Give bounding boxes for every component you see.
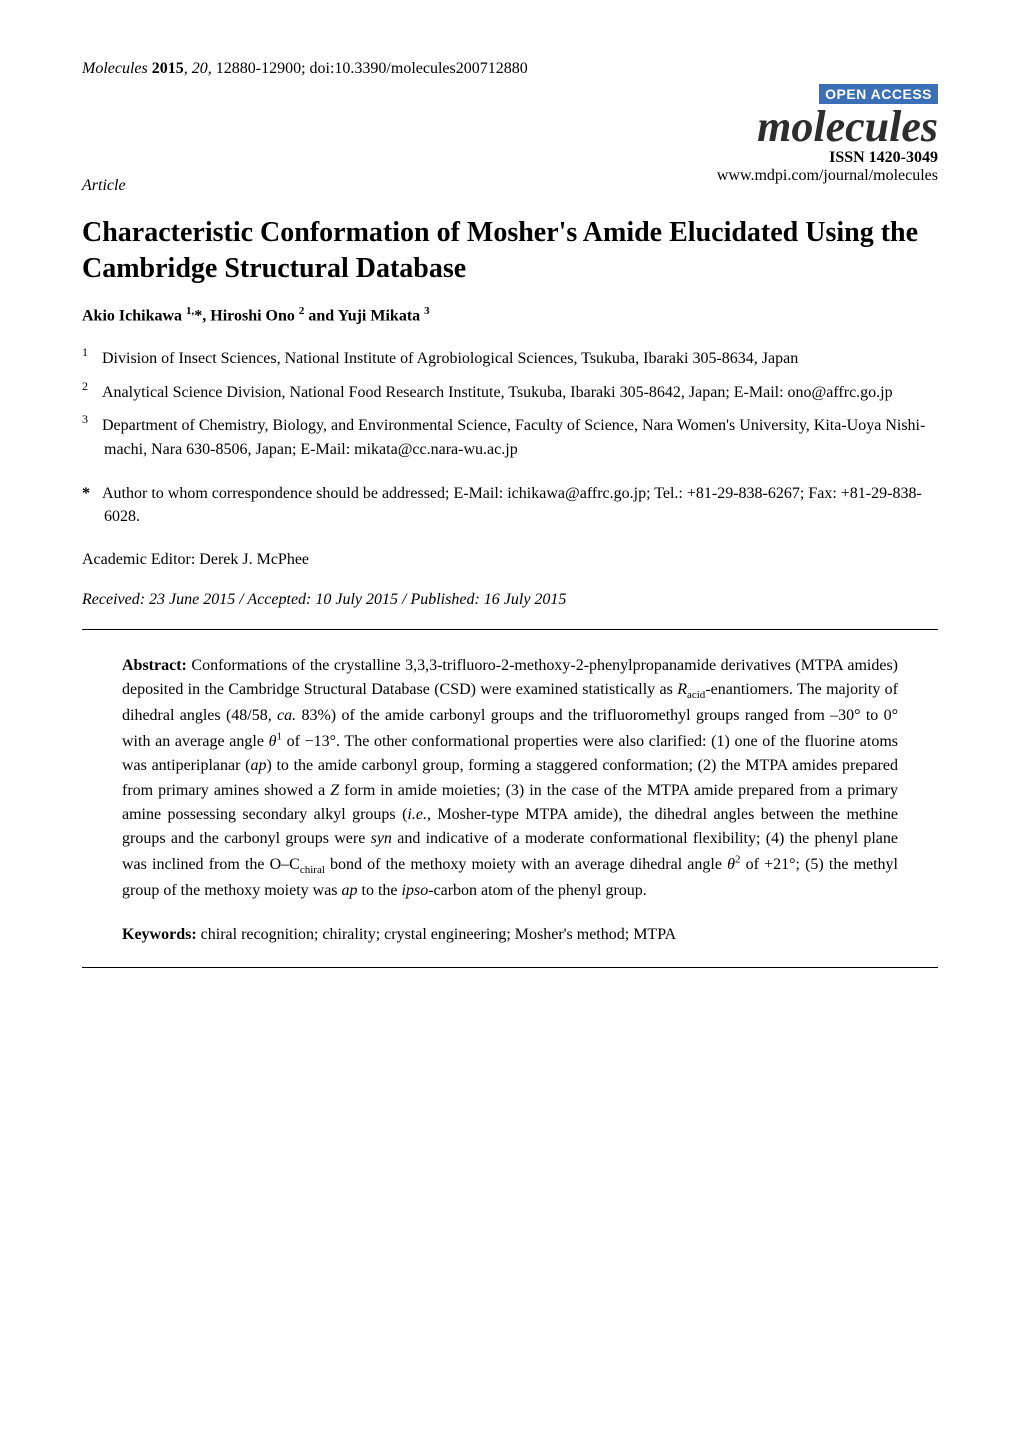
affiliation-item: 3Department of Chemistry, Biology, and E… bbox=[82, 414, 938, 461]
issn: ISSN 1420-3049 bbox=[82, 149, 938, 167]
divider-top bbox=[82, 629, 938, 630]
abstract-body: Conformations of the crystalline 3,3,3-t… bbox=[122, 657, 898, 899]
affiliation-item: 1Division of Insect Sciences, National I… bbox=[82, 347, 938, 371]
affiliation-item: 2Analytical Science Division, National F… bbox=[82, 381, 938, 405]
keywords-text: chiral recognition; chirality; crystal e… bbox=[201, 926, 677, 943]
abstract: Abstract: Conformations of the crystalli… bbox=[122, 654, 898, 903]
masthead: OPEN ACCESS molecules ISSN 1420-3049 www… bbox=[82, 84, 938, 185]
journal-name: Molecules bbox=[82, 60, 148, 77]
doi: doi:10.3390/molecules200712880 bbox=[310, 60, 528, 77]
authors: Akio Ichikawa 1,*, Hiroshi Ono 2 and Yuj… bbox=[82, 305, 938, 325]
publication-dates: Received: 23 June 2015 / Accepted: 10 Ju… bbox=[82, 591, 938, 609]
running-head: Molecules 2015, 20, 12880-12900; doi:10.… bbox=[82, 60, 938, 78]
year: 2015 bbox=[152, 60, 184, 77]
divider-bottom bbox=[82, 967, 938, 968]
journal-logo: molecules bbox=[82, 105, 938, 149]
keywords: Keywords: chiral recognition; chirality;… bbox=[122, 923, 898, 947]
open-access-badge: OPEN ACCESS bbox=[819, 84, 938, 104]
abstract-label: Abstract: bbox=[122, 657, 187, 674]
star-marker: * bbox=[82, 482, 102, 506]
affiliations-list: 1Division of Insect Sciences, National I… bbox=[82, 347, 938, 462]
corresponding-author: *Author to whom correspondence should be… bbox=[82, 482, 938, 529]
keywords-label: Keywords: bbox=[122, 926, 197, 943]
academic-editor: Academic Editor: Derek J. McPhee bbox=[82, 551, 938, 569]
pages: 12880-12900 bbox=[216, 60, 301, 77]
article-title: Characteristic Conformation of Mosher's … bbox=[82, 215, 938, 287]
corresponding-text: Author to whom correspondence should be … bbox=[102, 485, 922, 526]
volume: 20 bbox=[192, 60, 208, 77]
